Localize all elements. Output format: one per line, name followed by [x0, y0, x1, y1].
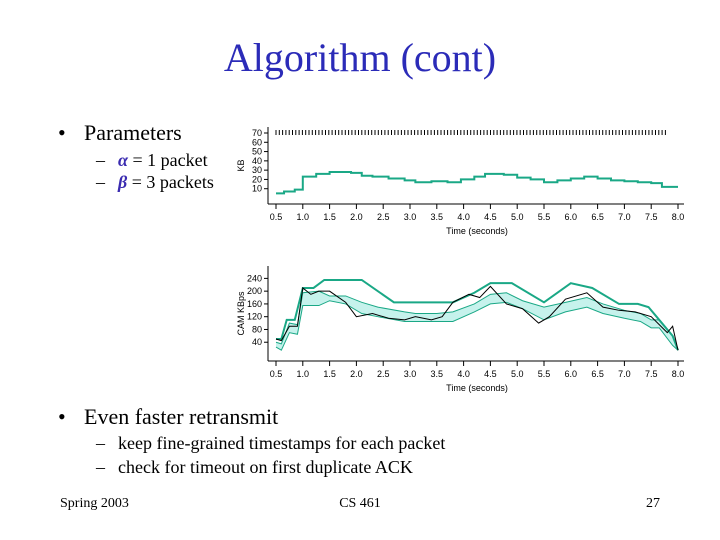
x-tick-label: 6.0 [565, 212, 578, 222]
x-tick-label: 4.0 [457, 369, 470, 379]
x-tick-label: 3.5 [431, 369, 444, 379]
x-tick-label: 6.0 [565, 369, 578, 379]
x-tick-label: 7.0 [618, 369, 631, 379]
x-tick-label: 4.0 [457, 212, 470, 222]
x-tick-label: 4.5 [484, 369, 497, 379]
bullet-parameters-label: Parameters [84, 120, 182, 145]
y-tick-label: 40 [252, 337, 262, 347]
x-tick-label: 2.0 [350, 369, 363, 379]
y-tick-label: 240 [247, 273, 262, 283]
x-tick-label: 0.5 [270, 212, 283, 222]
x-tick-label: 5.0 [511, 212, 524, 222]
x-tick-label: 4.5 [484, 212, 497, 222]
y-tick-label: 30 [252, 165, 262, 175]
dash-glyph: – [96, 433, 105, 453]
x-axis-label: Time (seconds) [446, 226, 508, 236]
x-tick-label: 3.0 [404, 369, 417, 379]
x-tick-label: 3.5 [431, 212, 444, 222]
x-tick-label: 5.0 [511, 369, 524, 379]
bullet-glyph: • [58, 404, 66, 429]
cam-actual-line [275, 285, 679, 351]
sub-alpha: – α = 1 packet [96, 150, 208, 171]
alpha-value: = 1 packet [127, 150, 208, 170]
y-tick-label: 160 [247, 299, 262, 309]
sub-beta: – β = 3 packets [96, 172, 214, 193]
y-tick-label: 40 [252, 156, 262, 166]
x-tick-label: 6.5 [591, 369, 604, 379]
y-tick-label: 120 [247, 312, 262, 322]
sub-timeout-text: check for timeout on first duplicate ACK [118, 457, 413, 477]
bullet-faster-retransmit: • Even faster retransmit [58, 404, 278, 430]
sub-timestamps: – keep fine-grained timestamps for each p… [96, 433, 445, 454]
cam-band-fill [276, 291, 678, 351]
y-tick-label: 10 [252, 184, 262, 194]
sub-timestamps-text: keep fine-grained timestamps for each pa… [118, 433, 446, 453]
y-tick-label: 20 [252, 174, 262, 184]
y-tick-label: 50 [252, 147, 262, 157]
x-axis-label: Time (seconds) [446, 383, 508, 393]
dash-glyph: – [96, 457, 105, 477]
x-tick-label: 5.5 [538, 369, 551, 379]
x-tick-label: 1.5 [323, 212, 336, 222]
y-axis-label: CAM KBps [236, 291, 246, 336]
beta-value: = 3 packets [127, 172, 214, 192]
bullet-parameters: • Parameters [58, 120, 182, 146]
footer-page-number: 27 [646, 496, 660, 511]
x-tick-label: 7.5 [645, 212, 658, 222]
sub-timeout: – check for timeout on first duplicate AC… [96, 457, 413, 478]
cam-band-lower-line [275, 300, 679, 351]
footer-left: Spring 2003 [60, 496, 129, 511]
bullet-glyph: • [58, 120, 66, 145]
slide-title: Algorithm (cont) [223, 35, 497, 80]
bullet-faster-retransmit-label: Even faster retransmit [84, 404, 279, 429]
dash-glyph: – [96, 172, 105, 192]
dash-glyph: – [96, 150, 105, 170]
x-tick-label: 2.0 [350, 212, 363, 222]
y-tick-label: 200 [247, 286, 262, 296]
x-tick-label: 7.5 [645, 369, 658, 379]
x-tick-label: 8.0 [672, 369, 685, 379]
alpha-symbol: α [118, 150, 128, 170]
x-tick-label: 6.5 [591, 212, 604, 222]
x-tick-label: 1.0 [297, 212, 310, 222]
kb-series-line [276, 171, 678, 195]
x-tick-label: 3.0 [404, 212, 417, 222]
footer-center: CS 461 [339, 496, 381, 511]
x-tick-label: 1.0 [297, 369, 310, 379]
beta-symbol: β [118, 172, 128, 192]
x-tick-label: 0.5 [270, 369, 283, 379]
y-tick-label: 70 [252, 128, 262, 138]
x-tick-label: 7.0 [618, 212, 631, 222]
x-tick-label: 1.5 [323, 369, 336, 379]
x-tick-label: 2.5 [377, 212, 390, 222]
y-tick-label: 60 [252, 137, 262, 147]
x-tick-label: 8.0 [672, 212, 685, 222]
x-tick-label: 2.5 [377, 369, 390, 379]
x-tick-label: 5.5 [538, 212, 551, 222]
y-axis-label: KB [236, 159, 246, 171]
y-tick-label: 80 [252, 324, 262, 334]
